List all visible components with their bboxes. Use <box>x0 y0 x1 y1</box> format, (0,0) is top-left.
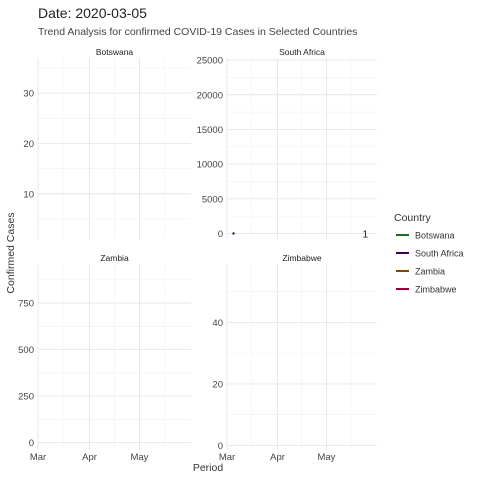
facet-strip-label: South Africa <box>279 47 325 57</box>
x-tick-label: May <box>130 452 148 463</box>
x-axis-label: Period <box>193 462 224 474</box>
y-tick-label: 10000 <box>197 160 223 171</box>
legend-label: Zambia <box>415 267 445 277</box>
y-tick-label: 10 <box>23 189 34 200</box>
x-tick-label: Mar <box>30 452 46 463</box>
legend-label: South Africa <box>415 249 464 259</box>
legend-label: Botswana <box>415 231 455 241</box>
legend-label: Zimbabwe <box>415 285 457 295</box>
data-label: 1 <box>363 229 369 240</box>
y-tick-label: 0 <box>218 441 223 452</box>
legend: Country Botswana South Africa Zambia Zimbab… <box>394 212 464 295</box>
facet-strip-label: Zimbabwe <box>282 253 321 263</box>
data-point <box>232 232 235 235</box>
y-tick-label: 20 <box>23 139 34 150</box>
y-tick-label: 500 <box>18 345 34 356</box>
x-tick-label: Mar <box>219 452 235 463</box>
x-tick-label: Apr <box>82 452 97 463</box>
facet-strip-label: Zambia <box>100 253 129 263</box>
chart-subtitle: Trend Analysis for confirmed COVID-19 Ca… <box>38 26 357 38</box>
y-tick-label: 30 <box>23 89 34 100</box>
y-tick-label: 0 <box>29 438 34 449</box>
facet-panel: Zimbabwe 0 20 40 Mar Apr May <box>212 253 377 463</box>
facet-strip-label: Botswana <box>96 47 134 57</box>
y-tick-label: 40 <box>212 318 223 329</box>
legend-title: Country <box>394 212 432 224</box>
x-tick-label: May <box>317 452 335 463</box>
y-tick-label: 15000 <box>197 125 223 136</box>
y-tick-label: 0 <box>218 229 223 240</box>
y-axis-label: Confirmed Cases <box>5 212 17 293</box>
y-tick-label: 20000 <box>197 90 223 101</box>
facet-panel: South Africa 0 5000 10000 15000 20000 25000 1 <box>197 47 377 240</box>
facet-panel: Botswana 10 20 30 <box>23 47 191 239</box>
y-tick-label: 5000 <box>202 194 223 205</box>
y-tick-label: 20 <box>212 379 223 390</box>
facet-panel: Zambia 0 250 500 750 Mar Apr May <box>18 253 191 463</box>
y-tick-label: 25000 <box>197 56 223 67</box>
y-tick-label: 750 <box>18 299 34 310</box>
y-tick-label: 250 <box>18 392 34 403</box>
chart-title: Date: 2020-03-05 <box>38 5 147 21</box>
x-tick-label: Apr <box>270 452 285 463</box>
